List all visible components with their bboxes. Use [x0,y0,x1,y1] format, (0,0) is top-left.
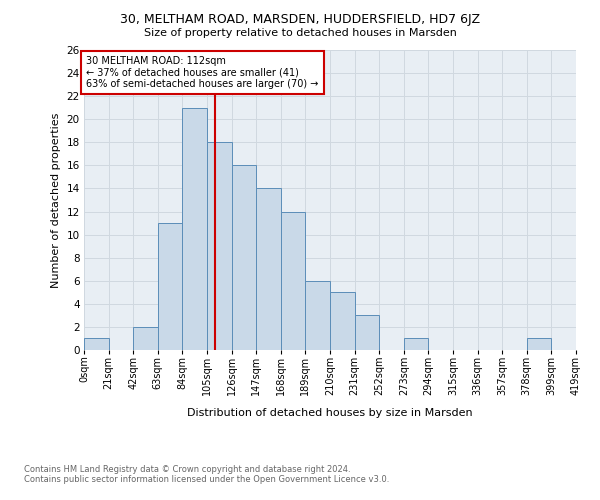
Bar [207,142,232,350]
Text: Distribution of detached houses by size in Marsden: Distribution of detached houses by size … [187,408,473,418]
Text: 30, MELTHAM ROAD, MARSDEN, HUDDERSFIELD, HD7 6JZ: 30, MELTHAM ROAD, MARSDEN, HUDDERSFIELD,… [120,12,480,26]
Bar [527,338,551,350]
Text: Size of property relative to detached houses in Marsden: Size of property relative to detached ho… [143,28,457,38]
Bar [256,188,281,350]
Bar [355,316,379,350]
Bar [305,281,330,350]
Bar [330,292,355,350]
Bar [133,327,158,350]
Bar [232,166,256,350]
Bar [281,212,305,350]
Bar [84,338,109,350]
Bar [182,108,207,350]
Bar [404,338,428,350]
Text: Contains HM Land Registry data © Crown copyright and database right 2024.
Contai: Contains HM Land Registry data © Crown c… [24,465,389,484]
Y-axis label: Number of detached properties: Number of detached properties [51,112,61,288]
Bar [158,223,182,350]
Text: 30 MELTHAM ROAD: 112sqm
← 37% of detached houses are smaller (41)
63% of semi-de: 30 MELTHAM ROAD: 112sqm ← 37% of detache… [86,56,319,89]
